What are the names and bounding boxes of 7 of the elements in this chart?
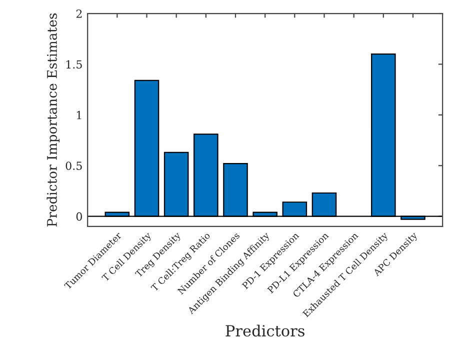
y-tick-label: 0 (76, 212, 82, 221)
x-axis-title: Predictors (226, 324, 304, 337)
y-tick-label: 2 (76, 9, 82, 18)
y-tick-label: 1.5 (66, 60, 82, 69)
y-tick-label: 1 (77, 110, 82, 120)
y-tick-label: 0.5 (66, 162, 82, 170)
y-axis-title: Predictor Importance Estimates (46, 13, 60, 226)
